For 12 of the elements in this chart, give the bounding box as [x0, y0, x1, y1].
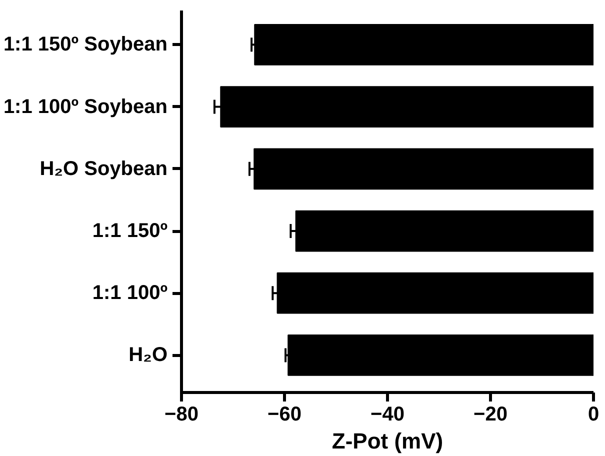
- y-tick-label: 1:1 150º Soybean: [3, 34, 168, 56]
- x-tick-label: −20: [474, 404, 508, 426]
- x-tick-label: 0: [588, 404, 600, 426]
- y-tick-label: H₂O: [128, 344, 168, 366]
- y-tick-label: H₂O Soybean: [40, 158, 168, 180]
- x-tick-label: −40: [370, 404, 404, 426]
- y-tick-label: 1:1 100º: [92, 282, 168, 304]
- x-tick-label: −60: [268, 404, 302, 426]
- y-tick-label: 1:1 150º: [92, 220, 168, 242]
- x-axis-title: Z-Pot (mV): [332, 428, 444, 454]
- x-tick-label: −80: [164, 404, 198, 426]
- y-tick-label: 1:1 100º Soybean: [3, 96, 168, 118]
